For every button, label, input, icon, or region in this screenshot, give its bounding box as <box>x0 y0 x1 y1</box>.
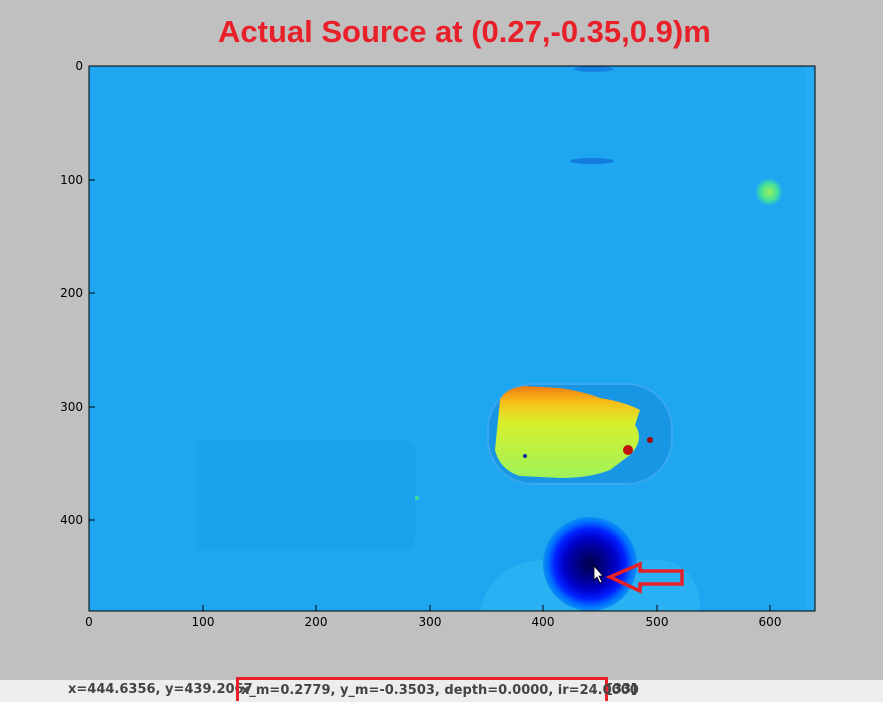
mouse-cursor-icon <box>593 564 604 584</box>
cursor-position-readout: x=444.6356, y=439.2067 <box>68 682 253 697</box>
x-tick-label: 400 <box>532 615 555 629</box>
x-tick-label: 200 <box>305 615 328 629</box>
pixel-index-readout: [33] <box>607 682 637 697</box>
pixel-value-readout: x_m=0.2779, y_m=-0.3503, depth=0.0000, i… <box>236 677 639 701</box>
x-axis: 0 100 200 300 400 500 600 <box>85 605 781 629</box>
x-tick-label: 100 <box>192 615 215 629</box>
axes-frame <box>88 65 816 612</box>
x-tick-label: 600 <box>759 615 782 629</box>
x-tick-label: 300 <box>419 615 442 629</box>
y-tick-label: 0 <box>75 59 83 73</box>
figure-canvas: 0 100 200 300 400 500 600 0 100 200 300 … <box>60 59 816 629</box>
y-axis: 0 100 200 300 400 <box>60 59 95 527</box>
arrow-left-icon <box>605 561 684 594</box>
y-tick-label: 400 <box>60 513 83 527</box>
y-tick-label: 300 <box>60 400 83 414</box>
depth-image[interactable] <box>89 66 815 611</box>
status-bar: x=444.6356, y=439.2067 x_m=0.2779, y_m=-… <box>0 677 883 702</box>
y-tick-label: 100 <box>60 173 83 187</box>
annotation-title: Actual Source at (0.27,-0.35,0.9)m <box>218 14 711 49</box>
x-tick-label: 500 <box>646 615 669 629</box>
x-tick-label: 0 <box>85 615 93 629</box>
y-tick-label: 200 <box>60 286 83 300</box>
